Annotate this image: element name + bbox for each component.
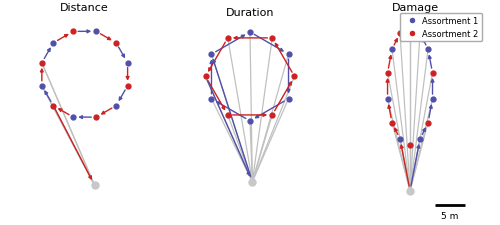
Title: Distance: Distance <box>60 3 109 13</box>
Legend: Assortment 1, Assortment 2: Assortment 1, Assortment 2 <box>400 14 482 42</box>
Title: Duration: Duration <box>226 8 274 18</box>
Title: Damage: Damage <box>392 3 439 13</box>
Text: 5 m: 5 m <box>441 211 458 220</box>
